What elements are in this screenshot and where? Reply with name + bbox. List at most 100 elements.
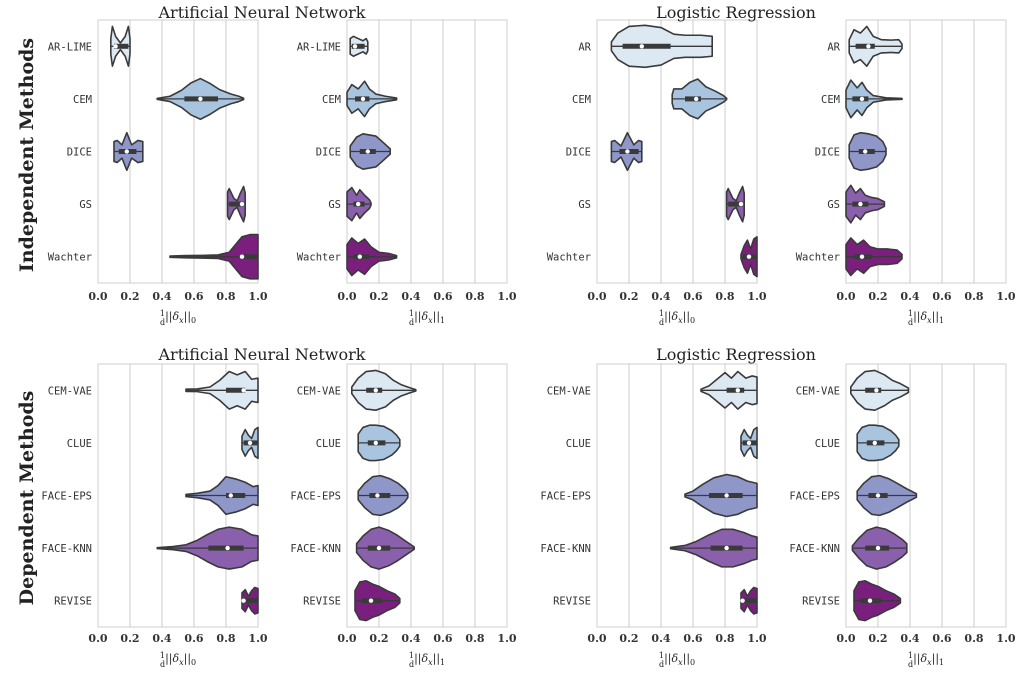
x-tick-label: 0.2: [120, 632, 139, 645]
category-label: FACE-KNN: [41, 543, 92, 555]
category-label: CEM-VAE: [796, 385, 840, 397]
median-point: [875, 493, 881, 498]
violin-ar-lime: AR-LIME: [297, 35, 369, 58]
category-label: FACE-EPS: [41, 491, 92, 503]
category-label: DICE: [316, 147, 341, 159]
panel-title: Artificial Neural Network: [158, 345, 366, 364]
median-point: [740, 598, 745, 603]
median-point: [872, 440, 877, 446]
x-tick-label: 0.4: [152, 290, 171, 303]
category-label: REVISE: [802, 596, 840, 608]
category-label: FACE-KNN: [540, 543, 591, 555]
category-label: Wachter: [48, 252, 92, 264]
panels: 0.0 0.2 0.4 0.6 0.8 1.0 Artificial Neural Netw…: [41, 3, 1015, 669]
category-label: CEM: [322, 94, 341, 106]
panel-x-axis-label: 1 d||δx||0: [659, 309, 695, 327]
category-label: FACE-KNN: [290, 543, 341, 555]
category-label: DICE: [566, 147, 591, 159]
violin-dice: DICE: [566, 131, 643, 172]
panel-title: Logistic Regression: [656, 345, 816, 364]
category-label: GS: [79, 199, 92, 211]
x-tick-label: 0.8: [964, 632, 983, 645]
violin-ar: AR: [827, 25, 903, 67]
x-tick-label: 0.0: [337, 632, 356, 645]
category-label: CEM: [821, 94, 840, 106]
violin-gs: GS: [328, 186, 372, 222]
violin-gs: GS: [79, 185, 246, 223]
x-tick-label: 0.0: [337, 290, 356, 303]
violin-clue: CLUE: [67, 426, 259, 460]
x-tick-label: 0.4: [401, 290, 420, 303]
median-point: [239, 254, 245, 259]
violin-face-knn: FACE-KNN: [789, 526, 908, 570]
x-tick-label: 0.8: [465, 632, 484, 645]
median-point: [738, 201, 744, 207]
x-tick-label: 0.6: [932, 290, 951, 303]
panel-indep-ann-l1: 0.0 0.2 0.4 0.6 0.8 1.0 1 d||δx||1 AR-LIME CEM DIC…: [297, 19, 517, 327]
median-point: [875, 545, 881, 551]
median-point: [239, 201, 245, 207]
x-tick-label: 0.6: [683, 290, 702, 303]
violin-ar: AR: [578, 24, 713, 69]
median-point: [746, 254, 752, 259]
violin-revise: REVISE: [54, 586, 259, 615]
violin-face-knn: FACE-KNN: [540, 528, 758, 568]
violin-revise: REVISE: [553, 586, 758, 615]
median-point: [241, 388, 246, 393]
x-tick-label: 0.6: [433, 632, 452, 645]
x-tick-label: 0.2: [369, 290, 388, 303]
category-label: REVISE: [54, 596, 92, 608]
violin-clue: CLUE: [566, 426, 758, 460]
violin-wachter: Wachter: [796, 237, 903, 277]
median-point: [225, 545, 230, 551]
category-label: GS: [578, 199, 591, 211]
median-point: [746, 440, 752, 446]
panel-title: Logistic Regression: [656, 3, 816, 22]
violin-dice: DICE: [815, 131, 887, 172]
x-tick-label: 0.4: [651, 290, 670, 303]
x-tick-label: 1.0: [497, 632, 516, 645]
x-tick-label: 0.8: [964, 290, 983, 303]
category-label: FACE-KNN: [789, 543, 840, 555]
x-tick-label: 0.6: [433, 290, 452, 303]
category-label: CEM-VAE: [48, 385, 92, 397]
median-point: [352, 44, 358, 49]
plot-frame: [596, 19, 758, 284]
category-label: Wachter: [796, 252, 840, 264]
x-tick-label: 0.0: [88, 632, 107, 645]
x-tick-label: 0.4: [900, 632, 919, 645]
x-tick-label: 1.0: [248, 632, 267, 645]
violin-cem-vae: CEM-VAE: [297, 369, 417, 411]
panel-dep-ann-l0: 0.0 0.2 0.4 0.6 0.8 1.0 Artificial Neural Netw…: [41, 345, 365, 669]
violin-gs: GS: [578, 185, 745, 223]
x-tick-label: 0.8: [216, 290, 235, 303]
violin-dice: DICE: [316, 133, 391, 170]
violin-clue: CLUE: [316, 424, 401, 462]
violin-face-knn: FACE-KNN: [290, 526, 415, 570]
category-label: CEM-VAE: [547, 385, 591, 397]
category-label: CLUE: [566, 438, 591, 450]
violin-revise: REVISE: [303, 580, 401, 622]
median-point: [375, 493, 380, 498]
x-tick-label: 0.4: [900, 290, 919, 303]
median-point: [373, 440, 378, 446]
category-label: CLUE: [67, 438, 92, 450]
violin-wachter: Wachter: [547, 236, 758, 278]
panel-x-axis-label: 1 d||δx||1: [409, 651, 445, 669]
x-tick-label: 0.0: [587, 290, 606, 303]
median-point: [639, 44, 644, 49]
category-label: DICE: [815, 147, 840, 159]
median-point: [357, 254, 362, 259]
x-tick-label: 0.2: [619, 632, 638, 645]
violin-face-eps: FACE-EPS: [41, 475, 259, 516]
median-point: [124, 149, 129, 154]
x-tick-label: 0.0: [587, 632, 606, 645]
category-label: AR: [827, 41, 840, 53]
x-tick-label: 0.4: [651, 632, 670, 645]
median-point: [863, 149, 868, 154]
median-point: [874, 388, 879, 393]
category-label: AR-LIME: [297, 41, 341, 53]
category-label: CLUE: [815, 438, 840, 450]
violin-wachter: Wachter: [48, 233, 259, 280]
